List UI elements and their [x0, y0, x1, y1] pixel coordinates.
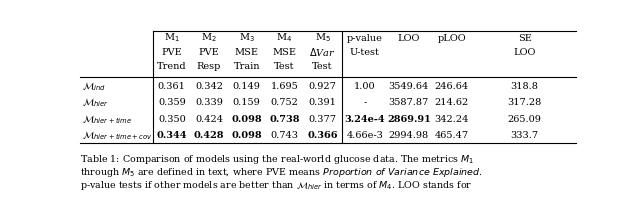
Text: 2994.98: 2994.98 — [388, 131, 429, 139]
Text: 0.377: 0.377 — [308, 114, 337, 123]
Text: 265.09: 265.09 — [508, 114, 541, 123]
Text: 0.149: 0.149 — [233, 82, 260, 90]
Text: M$_2$: M$_2$ — [201, 32, 217, 44]
Text: 1.695: 1.695 — [271, 82, 298, 90]
Text: SE: SE — [518, 33, 532, 42]
Text: 3587.87: 3587.87 — [388, 98, 429, 107]
Text: -: - — [363, 98, 366, 107]
Text: LOO: LOO — [397, 33, 420, 42]
Text: 0.350: 0.350 — [158, 114, 186, 123]
Text: 342.24: 342.24 — [435, 114, 469, 123]
Text: Resp: Resp — [196, 61, 221, 70]
Text: 3.24e-4: 3.24e-4 — [344, 114, 385, 123]
Text: $\mathcal{M}_{hier+time}$: $\mathcal{M}_{hier+time}$ — [83, 112, 132, 125]
Text: 318.8: 318.8 — [511, 82, 539, 90]
Text: through $M_5$ are defined in text, where PVE means $\mathit{Proportion\ of\ Vari: through $M_5$ are defined in text, where… — [80, 165, 483, 178]
Text: 0.098: 0.098 — [231, 114, 262, 123]
Text: 0.359: 0.359 — [158, 98, 186, 107]
Text: 0.339: 0.339 — [195, 98, 223, 107]
Text: MSE: MSE — [273, 47, 296, 56]
Text: 0.391: 0.391 — [308, 98, 337, 107]
Text: M$_4$: M$_4$ — [276, 32, 292, 44]
Text: $\mathit{\Delta}$Var: $\mathit{\Delta}$Var — [309, 46, 336, 58]
Text: M$_3$: M$_3$ — [239, 32, 255, 44]
Text: M$_1$: M$_1$ — [164, 32, 180, 44]
Text: 246.64: 246.64 — [435, 82, 469, 90]
Text: MSE: MSE — [235, 47, 259, 56]
Text: 3549.64: 3549.64 — [388, 82, 429, 90]
Text: Table 1: Comparison of models using the real-world glucose data. The metrics $M_: Table 1: Comparison of models using the … — [80, 152, 474, 165]
Text: 0.342: 0.342 — [195, 82, 223, 90]
Text: 0.738: 0.738 — [269, 114, 300, 123]
Text: 0.752: 0.752 — [271, 98, 298, 107]
Text: 333.7: 333.7 — [511, 131, 539, 139]
Text: U-test: U-test — [350, 47, 380, 56]
Text: 1.00: 1.00 — [354, 82, 376, 90]
Text: p-value: p-value — [347, 33, 383, 42]
Text: $\mathcal{M}_{hier+time+cov}$: $\mathcal{M}_{hier+time+cov}$ — [83, 129, 154, 141]
Text: PVE: PVE — [161, 47, 182, 56]
Text: M$_5$: M$_5$ — [315, 32, 330, 44]
Text: 317.28: 317.28 — [508, 98, 542, 107]
Text: 465.47: 465.47 — [435, 131, 469, 139]
Text: 0.361: 0.361 — [158, 82, 186, 90]
Text: PVE: PVE — [198, 47, 220, 56]
Text: 0.098: 0.098 — [231, 131, 262, 139]
Text: $\mathcal{M}_{ind}$: $\mathcal{M}_{ind}$ — [83, 80, 106, 92]
Text: 0.159: 0.159 — [233, 98, 260, 107]
Text: LOO: LOO — [513, 47, 536, 56]
Text: 0.344: 0.344 — [157, 131, 187, 139]
Text: 214.62: 214.62 — [435, 98, 469, 107]
Text: pLOO: pLOO — [437, 33, 466, 42]
Text: 0.743: 0.743 — [270, 131, 298, 139]
Text: 2869.91: 2869.91 — [387, 114, 431, 123]
Text: 0.366: 0.366 — [307, 131, 338, 139]
Text: Test: Test — [274, 61, 294, 70]
Text: 4.66e-3: 4.66e-3 — [346, 131, 383, 139]
Text: Train: Train — [234, 61, 260, 70]
Text: Trend: Trend — [157, 61, 187, 70]
Text: p-value tests if other models are better than $\mathcal{M}_{hier}$ in terms of $: p-value tests if other models are better… — [80, 178, 472, 191]
Text: Test: Test — [312, 61, 333, 70]
Text: 0.424: 0.424 — [195, 114, 223, 123]
Text: $\mathcal{M}_{hier}$: $\mathcal{M}_{hier}$ — [83, 96, 109, 109]
Text: 0.927: 0.927 — [308, 82, 337, 90]
Text: 0.428: 0.428 — [194, 131, 224, 139]
